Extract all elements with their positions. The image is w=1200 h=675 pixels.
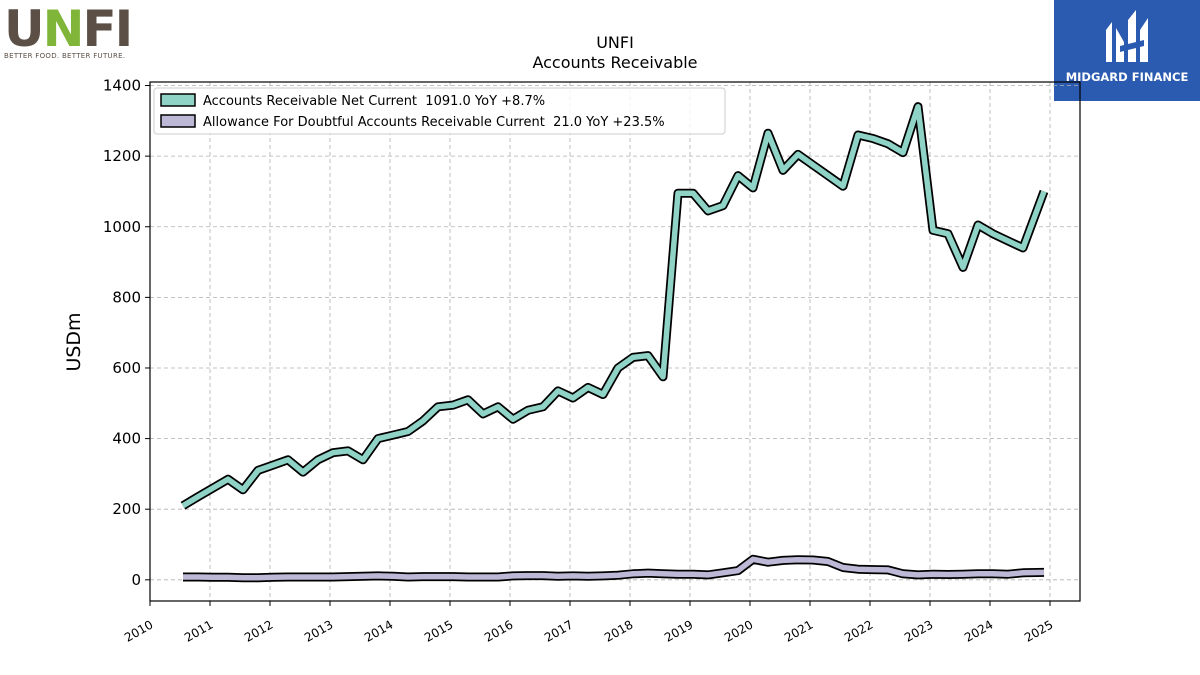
y-tick-label: 1000 [103,218,141,236]
x-tick-label: 2017 [542,617,575,644]
legend-label-0: Accounts Receivable Net Current 1091.0 Y… [203,94,545,109]
legend: Accounts Receivable Net Current 1091.0 Y… [153,87,726,135]
legend-label-1: Allowance For Doubtful Accounts Receivab… [203,115,665,130]
x-axis: 2010 2011 2012 2013 2014 2015 2016 2017 2018 2019… [122,601,1056,645]
legend-box [153,87,726,135]
y-tick-label: 400 [112,430,141,448]
series-layer [180,102,1049,583]
x-tick-label: 2010 [122,617,155,644]
x-tick-label: 2023 [902,617,935,644]
x-tick-label: 2021 [782,617,815,644]
x-tick-label: 2024 [962,617,995,644]
y-axis-label: USDm [63,312,85,371]
y-tick-label: 600 [112,359,141,377]
midgard-finance-wordmark: MIDGARD FINANCE [1065,70,1189,84]
legend-swatch-1 [160,114,196,128]
x-tick-label: 2020 [722,617,755,644]
x-tick-label: 2018 [602,617,635,644]
chart-subtitle: Accounts Receivable [532,53,697,72]
y-tick-label: 800 [112,288,141,306]
midgard-emblem-icon [1106,10,1148,62]
y-axis: 0 200 400 600 800 1000 1200 1400 [103,77,150,589]
x-tick-label: 2013 [302,617,335,644]
midgard-finance-logo: MIDGARD FINANCE [1054,0,1200,101]
x-tick-label: 2011 [182,617,215,644]
y-tick-label: 0 [131,571,141,589]
grid [149,82,1080,601]
x-tick-label: 2014 [362,617,395,644]
series-0-line [181,103,1047,509]
x-tick-label: 2012 [242,617,275,644]
plot-frame [149,81,1081,602]
unfi-logo-text: UNFI [4,0,133,58]
x-tick-label: 2019 [662,617,695,644]
unfi-logo-mark: UNFI [4,4,134,54]
unfi-logo-tagline: BETTER FOOD. BETTER FUTURE. [4,52,126,60]
chart-title: UNFI [596,33,634,52]
x-tick-label: 2022 [842,617,875,644]
unfi-logo: UNFI BETTER FOOD. BETTER FUTURE. [4,4,134,64]
series-0-outline [180,102,1049,510]
y-tick-label: 200 [112,500,141,518]
x-tick-label: 2025 [1022,617,1055,644]
y-tick-label: 1200 [103,147,141,165]
x-tick-label: 2016 [482,617,515,644]
legend-swatch-0 [160,93,196,107]
y-tick-label: 1400 [103,77,141,95]
x-tick-label: 2015 [422,617,455,644]
series-1-line [183,556,1045,581]
